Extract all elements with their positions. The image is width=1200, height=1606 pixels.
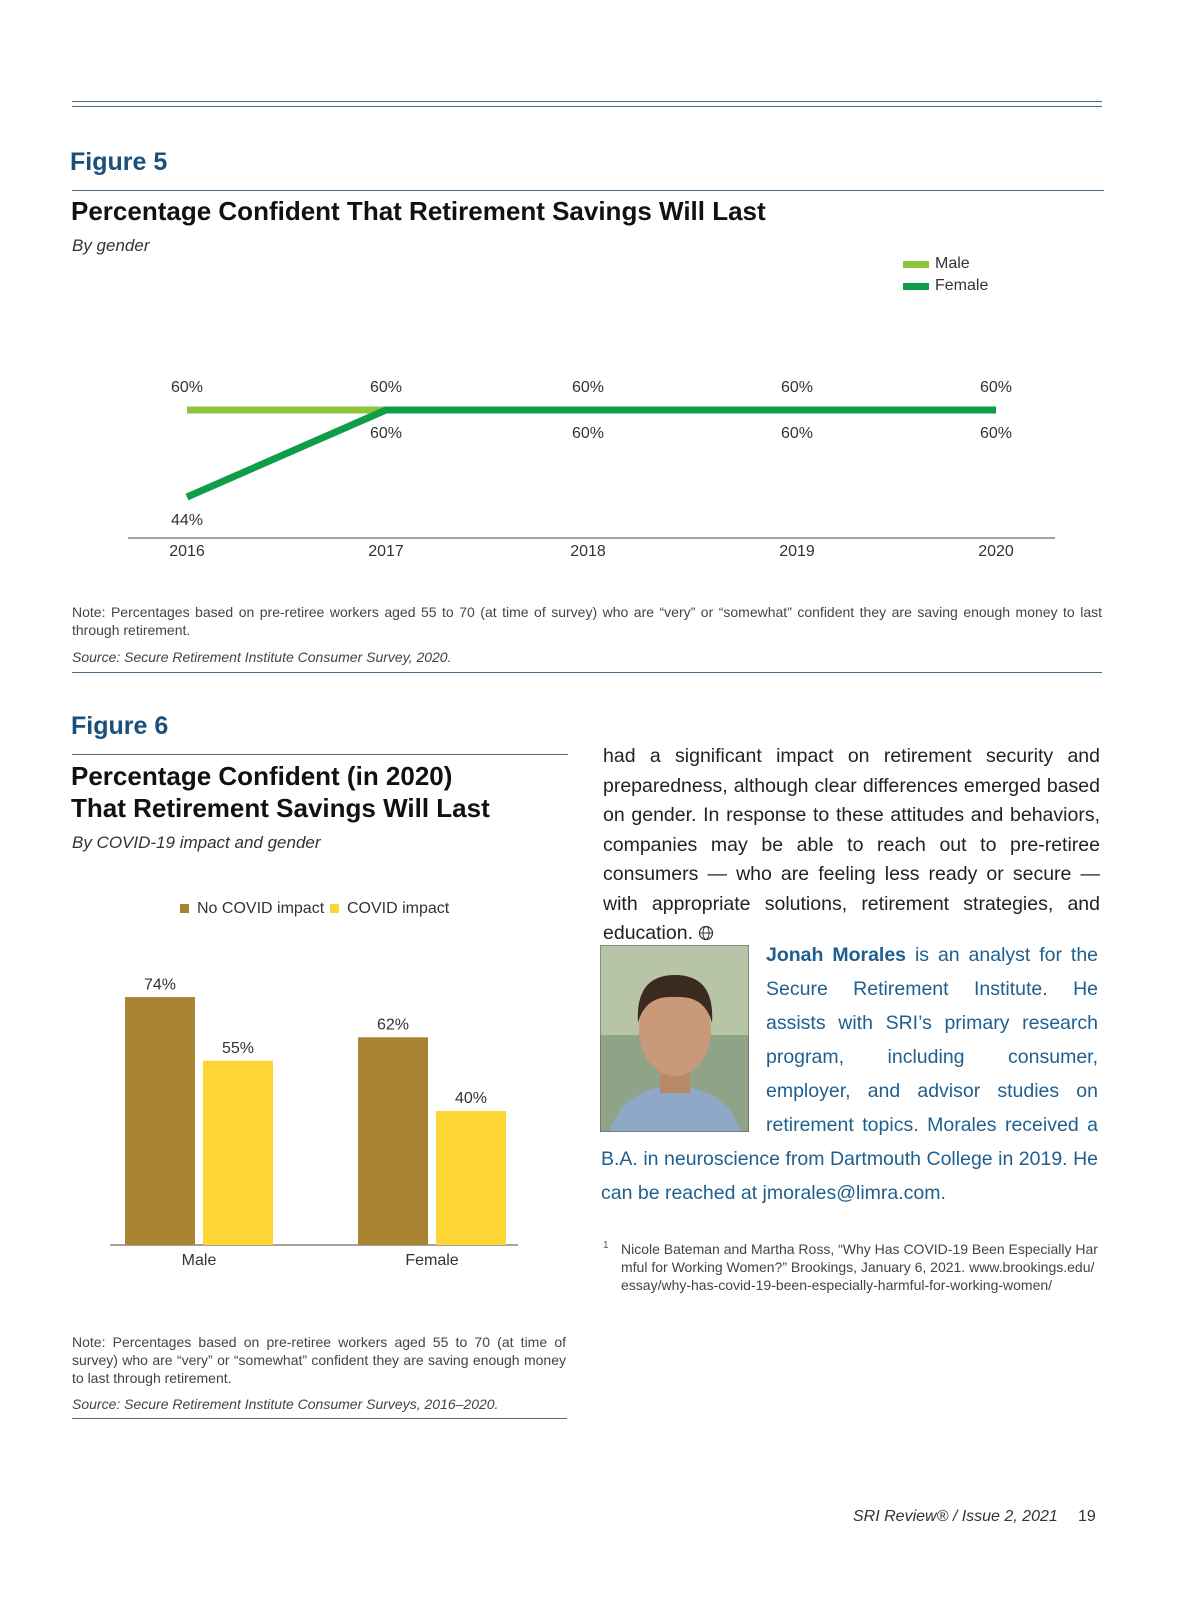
data-label: 60% — [980, 379, 1012, 396]
chart: Male Female No COVID impact 74% 62% COVID imp… — [110, 900, 518, 1269]
data-label: 74% — [144, 976, 176, 993]
photo-spacer — [601, 938, 766, 1142]
bar — [125, 997, 195, 1245]
figure-label: Figure 6 — [71, 712, 169, 740]
footnote: Nicole Bateman and Martha Ross, “Why Has… — [621, 1241, 1098, 1293]
note: Note: Percentages based on pre-retiree w… — [72, 604, 1102, 638]
footer-publication: SRI Review® / Issue 2, 2021 — [853, 1508, 1058, 1525]
series-line — [185, 406, 996, 501]
data-label: 60% — [572, 425, 604, 442]
legend-swatch — [330, 904, 339, 913]
rule — [72, 190, 1104, 191]
rule — [72, 1418, 567, 1419]
bio: Jonah Morales is an analyst for the Secu… — [601, 938, 1098, 1210]
x-tick-label: 2019 — [779, 543, 815, 560]
legend-label: No COVID impact — [197, 900, 325, 917]
chart-title: Percentage Confident (in 2020) That Reti… — [71, 761, 490, 823]
top-rule — [72, 106, 1102, 107]
source: Source: Secure Retirement Institute Cons… — [72, 649, 452, 665]
bio-text: is an analyst for the Secure Retirement … — [601, 944, 1099, 1204]
figure-label: Figure 5 — [70, 148, 168, 176]
bar — [203, 1060, 273, 1245]
source: Source: Secure Retirement Institute Cons… — [72, 1396, 499, 1412]
data-label: 60% — [980, 425, 1012, 442]
chart-subtitle: By gender — [72, 236, 150, 255]
x-tick-label: Male — [182, 1252, 217, 1269]
x-tick-label: 2016 — [169, 543, 205, 560]
chart-title: Percentage Confident That Retirement Sav… — [71, 196, 766, 226]
bar — [436, 1111, 506, 1245]
data-label: 60% — [781, 379, 813, 396]
footnote-number: 1 — [603, 1240, 609, 1251]
legend-swatch — [180, 904, 189, 913]
legend-label: Male — [935, 255, 970, 272]
chart: 2016 2017 2018 2019 2020 60% 60% 60% 60% 60% Male 4… — [128, 255, 1055, 560]
page-number: 19 — [1078, 1508, 1096, 1525]
author-photo — [600, 945, 749, 1132]
data-label: 44% — [171, 512, 203, 529]
end-icon — [699, 925, 714, 941]
rule — [72, 672, 1102, 673]
bar — [358, 1037, 428, 1245]
data-label: 62% — [377, 1017, 409, 1034]
data-label: 55% — [222, 1040, 254, 1057]
x-tick-label: Female — [405, 1252, 458, 1269]
rule — [72, 754, 568, 755]
legend-swatch — [903, 261, 929, 268]
chart-subtitle: By COVID-19 impact and gender — [72, 833, 321, 852]
x-tick-label: 2017 — [368, 543, 404, 560]
data-label: 60% — [370, 379, 402, 396]
data-label: 60% — [781, 425, 813, 442]
legend-label: Female — [935, 277, 988, 294]
author-name: Jonah Morales — [766, 944, 907, 966]
note: Note: Percentages based on pre-retiree w… — [72, 1334, 566, 1386]
legend-label: COVID impact — [347, 900, 450, 917]
data-label: 60% — [171, 379, 203, 396]
body-text: had a significant impact on retirement s… — [603, 742, 1100, 949]
body-paragraph: had a significant impact on retirement s… — [603, 745, 1100, 944]
data-label: 40% — [455, 1090, 487, 1107]
top-rule — [72, 101, 1102, 102]
x-tick-label: 2018 — [570, 543, 606, 560]
legend-swatch — [903, 283, 929, 290]
data-label: 60% — [572, 379, 604, 396]
x-tick-label: 2020 — [978, 543, 1014, 560]
data-label: 60% — [370, 425, 402, 442]
